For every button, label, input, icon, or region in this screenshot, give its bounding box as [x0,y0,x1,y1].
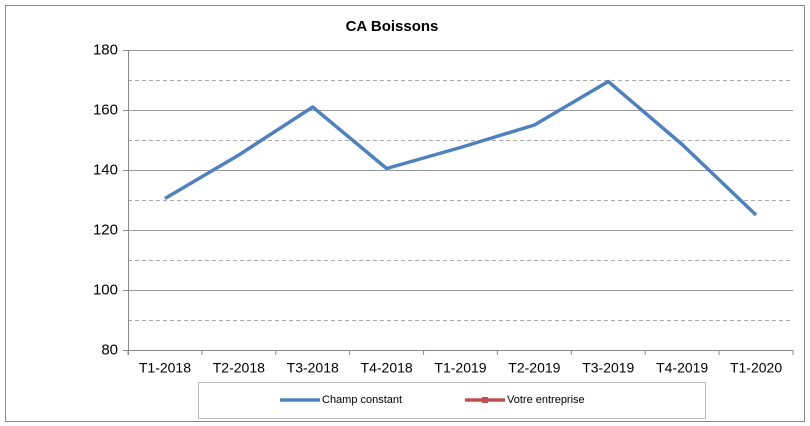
legend-label: Champ constant [322,394,402,406]
y-tick-label: 160 [93,101,118,118]
chart-border [5,5,805,422]
y-tick-label: 80 [101,341,118,358]
y-tick-label: 140 [93,161,118,178]
legend-label: Votre entreprise [507,394,585,406]
x-tick-label: T3-2018 [287,360,339,376]
legend-box [198,382,706,419]
x-tick-label: T3-2019 [582,360,634,376]
x-tick-label: T4-2018 [361,360,413,376]
y-tick-label: 100 [93,281,118,298]
x-tick-label: T2-2019 [508,360,560,376]
x-tick-label: T1-2018 [139,360,191,376]
chart-title: CA Boissons [346,18,439,35]
legend-marker [482,397,488,403]
x-tick-label: T4-2019 [656,360,708,376]
x-tick-label: T1-2019 [434,360,486,376]
y-tick-label: 120 [93,221,118,238]
series-line [164,79,758,217]
y-tick-label: 180 [93,41,118,58]
x-tick-label: T2-2018 [213,360,265,376]
x-tick-label: T1-2020 [730,360,782,376]
